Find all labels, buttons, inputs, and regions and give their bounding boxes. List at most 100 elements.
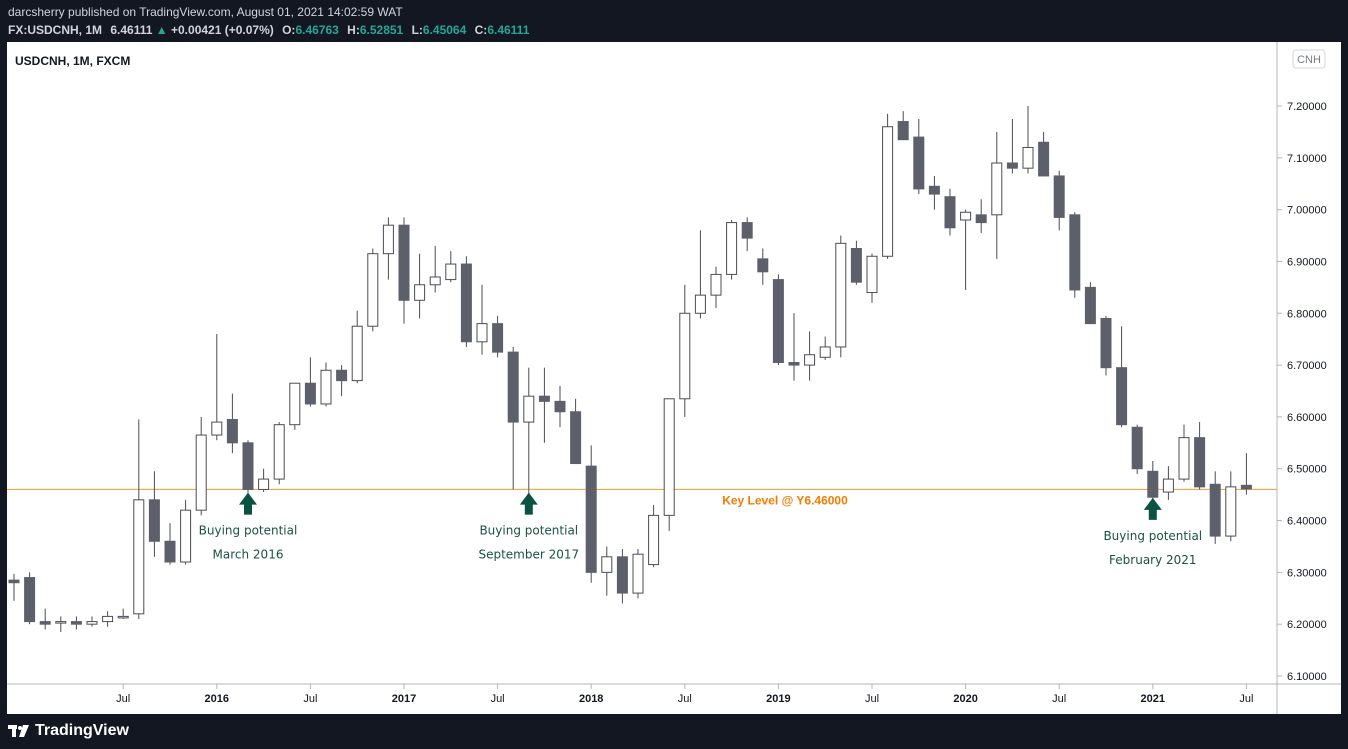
candle — [866, 253, 878, 303]
candle-body-bull — [55, 621, 67, 624]
candle — [585, 445, 597, 583]
candle-body-bear — [757, 258, 769, 273]
buy-annotation: Buying potential March 2016 — [199, 492, 298, 562]
candle — [632, 549, 644, 599]
candle-body-bull — [601, 556, 613, 573]
time-tick-label: 2021 — [1141, 693, 1165, 705]
annotation-date: February 2021 — [1109, 553, 1197, 567]
symbol-label[interactable]: FX:USDCNH, 1M — [8, 23, 103, 37]
time-tick-label: 2020 — [953, 693, 977, 705]
chart-area[interactable]: Buying potential March 2016 Buying potenti… — [7, 42, 1341, 714]
time-tick-label: Jul — [303, 693, 317, 705]
price-tick-label: 7.10000 — [1287, 153, 1327, 165]
candle-body-bear — [928, 185, 940, 195]
candle — [1006, 118, 1018, 174]
candle — [304, 357, 316, 407]
candle-body-bull — [86, 621, 98, 625]
open-value: 6.46763 — [295, 23, 339, 37]
candle-body-bull — [258, 478, 270, 490]
annotation-title: Buying potential — [1103, 529, 1202, 543]
candle — [913, 118, 925, 195]
candle-body-bull — [429, 276, 441, 286]
time-tick-label: 2019 — [766, 693, 790, 705]
candle — [835, 235, 847, 358]
time-tick-label: 2016 — [205, 693, 229, 705]
price-axis[interactable]: 7.20000 7.10000 7.00000 6.90000 6.80000 6.700… — [1277, 101, 1327, 683]
candle-body-bull — [180, 509, 192, 563]
candle-body-bear — [1240, 484, 1252, 490]
price-tick-label: 6.80000 — [1287, 308, 1327, 320]
low-value: 6.45064 — [422, 23, 467, 37]
close-label: C: — [474, 23, 488, 37]
key-level-label: Key Level @ Y6.46000 — [722, 493, 848, 507]
candle — [445, 251, 457, 283]
candle — [164, 523, 176, 565]
candle-body-bear — [226, 419, 238, 444]
candle-body-bear — [788, 362, 800, 366]
candle — [960, 209, 972, 290]
candle-body-bear — [1006, 162, 1018, 169]
annotation-date: September 2017 — [478, 548, 579, 562]
candle — [367, 248, 379, 332]
candle-body-bull — [882, 126, 894, 257]
candle — [694, 230, 706, 319]
candle — [757, 248, 769, 285]
time-tick-label: Jul — [1239, 693, 1253, 705]
price-tick-label: 6.40000 — [1287, 516, 1327, 528]
candle — [492, 315, 504, 358]
candle — [1116, 326, 1128, 428]
annotation-title: Buying potential — [199, 524, 298, 538]
candle — [336, 365, 348, 397]
candle-body-bull — [133, 499, 145, 615]
candle — [507, 346, 519, 490]
candle — [538, 367, 550, 443]
open-label: O: — [282, 23, 296, 37]
candle — [679, 284, 691, 417]
candle-body-bear — [148, 499, 160, 542]
tradingview-logo-icon — [8, 725, 29, 737]
candle — [616, 549, 628, 604]
candle-body-bull — [367, 253, 379, 327]
candle-body-bear — [1053, 175, 1065, 218]
candle — [460, 256, 472, 347]
tradingview-logo[interactable]: TradingView — [8, 722, 129, 740]
candle-body-bear — [944, 196, 956, 229]
candle-body-bull — [991, 162, 1003, 216]
candle-body-bear — [1147, 470, 1159, 498]
candle — [1162, 466, 1174, 500]
up-arrow-icon: ▲ — [155, 23, 168, 37]
candle-body-bear — [616, 556, 628, 594]
candle-body-bull — [663, 398, 675, 516]
candle-body-bull — [102, 615, 114, 623]
candle — [1053, 170, 1065, 231]
buy-annotation: Buying potential February 2021 — [1103, 497, 1202, 567]
candle — [195, 416, 207, 516]
time-axis[interactable]: Jul 2016 Jul 2017 Jul 2018 Jul 2019 Jul 2020 Jul 20… — [116, 684, 1253, 705]
candle-body-bear — [741, 222, 753, 239]
candle-body-bear — [913, 136, 925, 190]
candle-body-bear — [70, 621, 82, 625]
candle — [741, 217, 753, 252]
candle — [211, 334, 223, 441]
candle — [1225, 471, 1237, 542]
price-tick-label: 6.50000 — [1287, 464, 1327, 476]
candle-body-bear — [507, 351, 519, 423]
price-tick-label: 6.30000 — [1287, 567, 1327, 579]
candle-body-bear — [24, 577, 36, 623]
candle — [648, 505, 660, 568]
low-label: L: — [411, 23, 423, 37]
candle-body-bull — [960, 211, 972, 221]
candle — [226, 393, 238, 454]
candle — [1131, 424, 1143, 474]
candle — [788, 313, 800, 381]
candle-body-bear — [460, 263, 472, 343]
price-tick-label: 7.00000 — [1287, 205, 1327, 217]
last-price: 6.46111 — [110, 23, 153, 37]
candle-body-bull — [804, 354, 816, 366]
candle — [102, 611, 114, 627]
time-tick-label: Jul — [491, 693, 505, 705]
candle — [148, 471, 160, 557]
candle-body-bull — [835, 242, 847, 348]
instrument-label: USDCNH, 1M, FXCM — [15, 54, 130, 68]
